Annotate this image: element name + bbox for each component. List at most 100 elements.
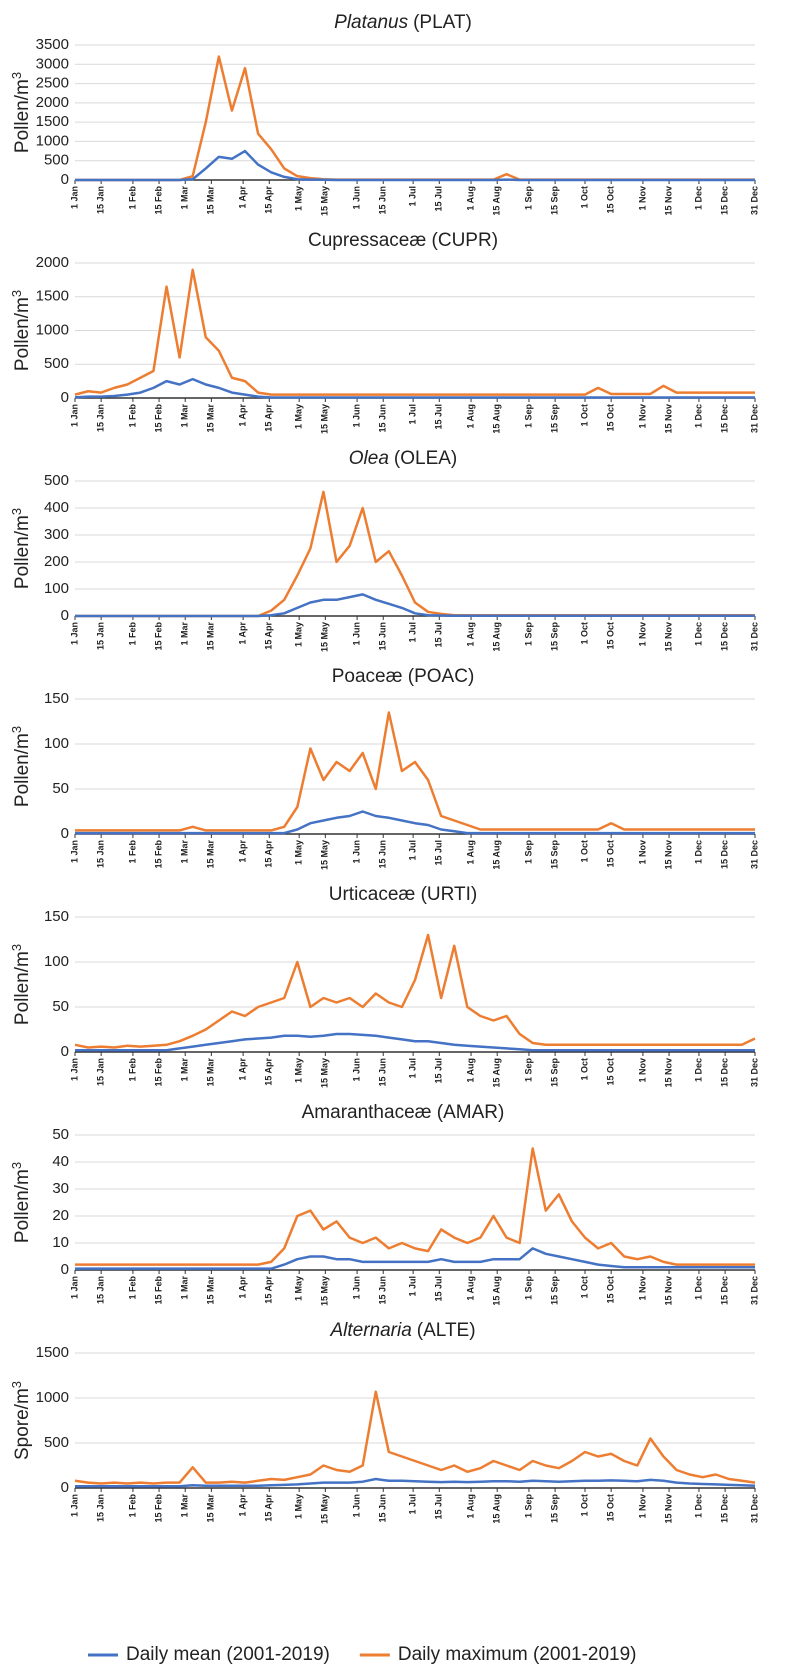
x-tick-label: 15 Aug — [492, 186, 502, 216]
series-line — [74, 933, 756, 1049]
series-line — [75, 149, 755, 182]
series-line — [75, 711, 755, 832]
x-tick-label: 1 Oct — [579, 622, 589, 645]
x-tick-label: 1 Feb — [127, 840, 137, 864]
x-tick-label: 1 Feb — [127, 1276, 137, 1300]
y-label-sup: 3 — [9, 72, 24, 79]
x-tick-label: 15 Feb — [153, 1058, 163, 1087]
y-label-sup: 3 — [9, 508, 24, 515]
x-tick-label: 15 Nov — [663, 404, 673, 434]
x-tick-label: 1 Dec — [693, 404, 703, 428]
x-tick-label: 15 Sep — [549, 1276, 559, 1306]
x-tick-label: 15 Jul — [434, 1276, 444, 1302]
x-tick-label: 1 Nov — [637, 186, 647, 211]
x-tick-label: 1 Aug — [465, 404, 475, 429]
y-label-sup: 3 — [9, 290, 24, 297]
x-tick-label: 31 Dec — [749, 840, 759, 869]
x-tick-label: 1 Aug — [465, 1058, 475, 1083]
legend-label: Daily mean (2001-2019) — [126, 1644, 330, 1665]
x-tick-label: 1 Sep — [523, 404, 533, 429]
y-tick-label: 0 — [61, 171, 69, 188]
x-tick-label: 15 Jun — [378, 404, 388, 433]
panel-title: Amaranthaceæ (AMAR) — [302, 1102, 505, 1123]
series-line — [75, 1247, 755, 1270]
series-line — [74, 1390, 756, 1485]
y-tick-label: 3000 — [36, 55, 69, 72]
x-tick-label: 15 Feb — [153, 186, 163, 215]
y-tick-label: 0 — [61, 1043, 69, 1060]
x-tick-label: 1 Dec — [693, 1058, 703, 1082]
y-tick-label: 2000 — [36, 94, 69, 111]
x-tick-label: 15 Oct — [606, 1276, 616, 1304]
x-tick-label: 1 Nov — [637, 1058, 647, 1083]
y-tick-label: 1000 — [36, 1389, 69, 1406]
x-tick-label: 15 Jun — [378, 1058, 388, 1087]
x-tick-label: 1 Oct — [579, 404, 589, 427]
x-tick-label: 15 Apr — [264, 622, 274, 650]
title-italic: Platanus — [334, 12, 408, 33]
x-tick-label: 15 Oct — [606, 404, 616, 432]
y-tick-label: 200 — [44, 553, 69, 570]
y-tick-label: 0 — [61, 389, 69, 406]
x-tick-label: 15 Oct — [606, 840, 616, 868]
x-tick-label: 1 Jun — [351, 1494, 361, 1518]
y-label-sup: 3 — [9, 1381, 24, 1388]
x-tick-label: 1 Apr — [238, 1276, 248, 1299]
x-tick-label: 1 Oct — [579, 1276, 589, 1299]
series-line — [75, 1147, 755, 1266]
x-tick-label: 1 Dec — [693, 622, 703, 646]
panel-title: Platanus (PLAT) — [334, 12, 472, 33]
y-tick-label: 0 — [61, 825, 69, 842]
legend: Daily mean (2001-2019) Daily maximum (200… — [88, 1644, 637, 1665]
x-tick-label: 1 Jun — [351, 1276, 361, 1300]
x-tick-label: 1 Sep — [523, 1058, 533, 1083]
x-tick-label: 15 Dec — [719, 622, 729, 651]
x-tick-label: 15 Aug — [492, 404, 502, 434]
panel: Alternaria (ALTE) Spore/m3 0 500 1000 1500 1 Ja… — [9, 1320, 760, 1524]
x-tick-label: 1 Feb — [127, 622, 137, 646]
x-tick-label: 1 Oct — [579, 1058, 589, 1081]
y-tick-label: 300 — [44, 526, 69, 543]
x-tick-label: 15 Apr — [264, 840, 274, 868]
x-tick-label: 1 May — [294, 1494, 304, 1519]
x-tick-label: 1 Aug — [465, 1276, 475, 1301]
y-tick-label: 0 — [61, 607, 69, 624]
x-tick-label: 1 Jan — [69, 1058, 79, 1081]
y-label-text: Pollen/m — [12, 951, 33, 1025]
x-tick-label: 1 Sep — [523, 186, 533, 211]
x-tick-label: 15 Apr — [264, 1276, 274, 1304]
x-tick-label: 31 Dec — [749, 186, 759, 215]
x-tick-label: 1 Jul — [408, 1276, 418, 1297]
x-tick-label: 31 Dec — [749, 1494, 759, 1523]
y-axis-label: Pollen/m3 — [9, 1162, 34, 1243]
panel: Cupressaceæ (CUPR) Pollen/m3 0 500 1000 1500 2… — [9, 230, 760, 434]
title-italic: Alternaria — [329, 1320, 411, 1341]
x-tick-label: 1 Sep — [523, 622, 533, 647]
x-tick-label: 15 Jul — [434, 1494, 444, 1520]
y-tick-label: 500 — [44, 152, 69, 169]
y-tick-label: 50 — [52, 998, 69, 1015]
x-tick-label: 15 Apr — [264, 186, 274, 214]
title-text: (PLAT) — [413, 12, 472, 33]
x-tick-label: 15 Jun — [378, 840, 388, 869]
x-tick-label: 15 Mar — [206, 622, 216, 651]
x-tick-label: 1 Apr — [238, 1058, 248, 1081]
x-tick-label: 1 Jan — [69, 404, 79, 427]
x-tick-label: 15 Aug — [492, 1494, 502, 1524]
x-tick-label: 1 Jan — [69, 622, 79, 645]
y-tick-label: 1000 — [36, 132, 69, 149]
y-tick-label: 30 — [52, 1180, 69, 1197]
x-tick-label: 1 Dec — [693, 186, 703, 210]
x-tick-label: 15 May — [320, 1494, 330, 1524]
y-tick-label: 400 — [44, 499, 69, 516]
x-tick-label: 1 Sep — [523, 840, 533, 865]
y-axis-label: Pollen/m3 — [9, 290, 34, 371]
x-tick-label: 1 Mar — [180, 1494, 190, 1518]
title-text: Amaranthaceæ (AMAR) — [302, 1102, 505, 1123]
y-tick-label: 50 — [52, 780, 69, 797]
x-tick-label: 15 Jan — [96, 1058, 106, 1086]
x-tick-label: 1 Feb — [127, 1058, 137, 1082]
x-tick-label: 15 Mar — [206, 1494, 216, 1523]
x-tick-label: 1 Jun — [351, 186, 361, 210]
